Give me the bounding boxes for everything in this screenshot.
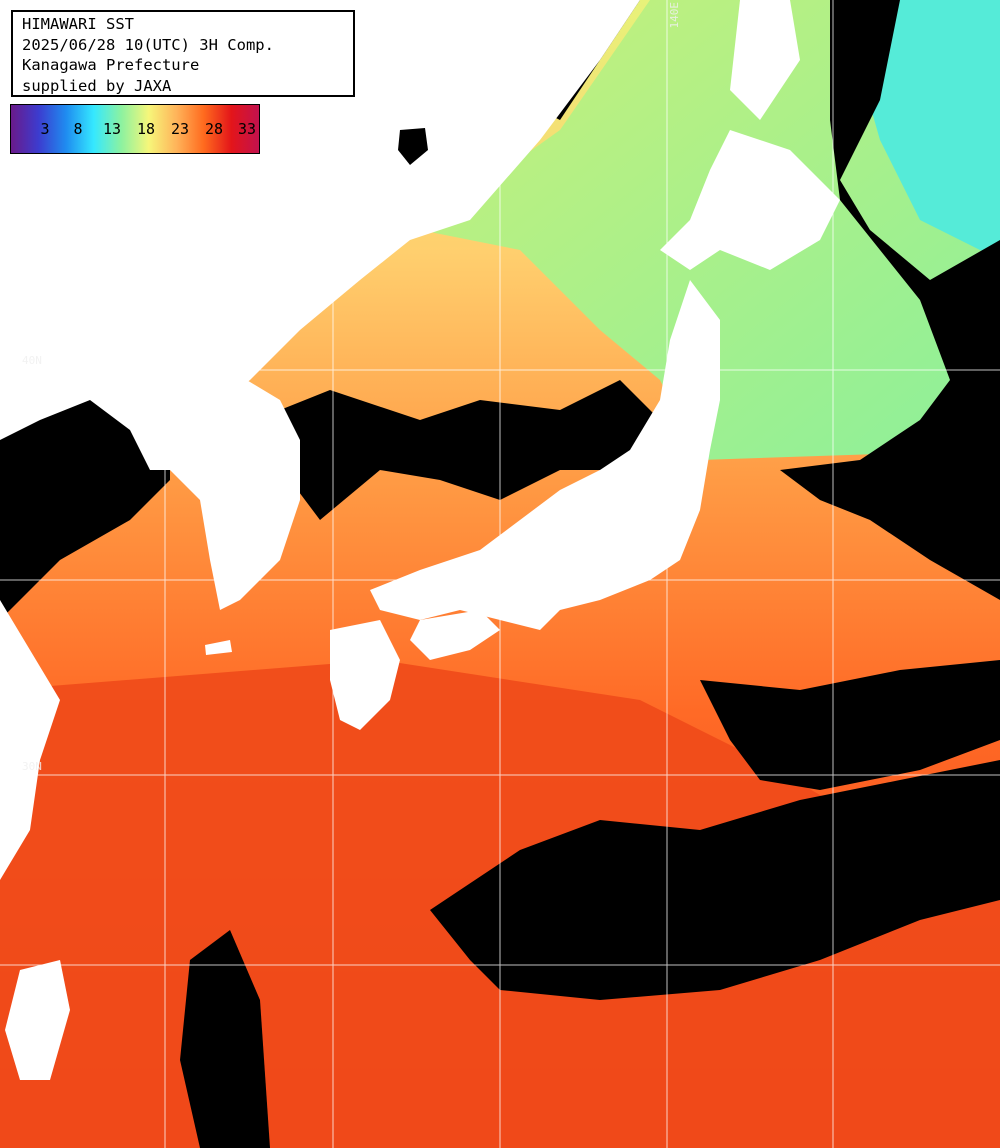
korean-peninsula (170, 370, 300, 610)
legend-label: 8 (73, 120, 83, 138)
legend-label: 23 (170, 120, 190, 138)
cloud-mask-pacific (430, 760, 1000, 1000)
grid-label-30n: 30N (22, 760, 42, 773)
cloud-mask-taiwan-east (180, 930, 270, 1148)
jeju-island (205, 640, 232, 655)
honshu-island (370, 280, 720, 630)
asian-mainland-south (0, 600, 60, 880)
map-region: Kanagawa Prefecture (22, 56, 200, 74)
map-credit: supplied by JAXA (22, 76, 172, 95)
cloud-mask-korea-strait (280, 380, 660, 520)
sakhalin-island (730, 0, 800, 120)
legend-label: 18 (136, 120, 156, 138)
legend-label: 3 (40, 120, 50, 138)
ulleung-island (398, 128, 428, 165)
legend-label: 28 (204, 120, 224, 138)
map-title: HIMAWARI SST (22, 15, 134, 33)
legend-label: 33 (237, 120, 257, 138)
cloud-mask-east-band (700, 660, 1000, 790)
taiwan-island (5, 960, 70, 1080)
hokkaido-island (660, 130, 840, 270)
legend-label: 13 (102, 120, 122, 138)
map-datetime: 2025/06/28 10(UTC) 3H Comp. (22, 35, 274, 54)
shikoku-island (410, 610, 500, 660)
grid-label-140e: 140E (668, 2, 681, 29)
color-scale-legend: 3 8 13 18 23 28 33 (10, 104, 260, 154)
cloud-mask-west (0, 380, 170, 620)
kyushu-island (330, 620, 400, 730)
grid-label-40n: 40N (22, 354, 42, 367)
map-info-box: HIMAWARI SST 2025/06/28 10(UTC) 3H Comp.… (11, 10, 355, 97)
cloud-mask-northeast (780, 0, 1000, 600)
